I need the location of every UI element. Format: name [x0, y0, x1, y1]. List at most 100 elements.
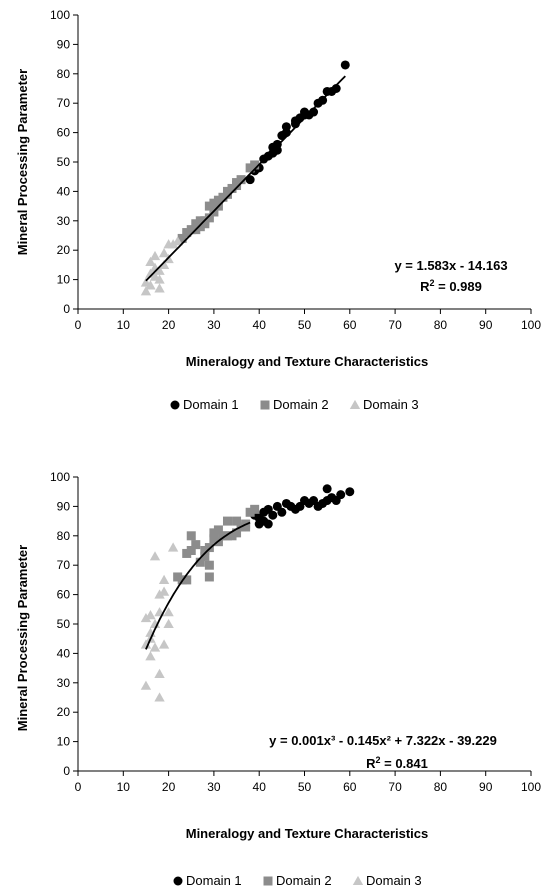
plot-area: 0 10 20 30 40 50 60 70 80 90 100 0 10 20 30 40 50 60 70 80 9…	[50, 8, 541, 332]
data-point	[182, 548, 192, 558]
y-tick-label: 0	[63, 764, 70, 778]
legend-label: Domain 1	[186, 873, 242, 888]
y-tick-label: 50	[57, 155, 71, 169]
y-tick-label: 90	[57, 499, 71, 513]
y-tick-label: 70	[57, 558, 71, 572]
data-point	[195, 557, 205, 567]
series-domain-2	[177, 160, 260, 243]
data-point	[254, 519, 264, 529]
x-tick-label: 90	[479, 780, 493, 794]
y-axis-label: Mineral Processing Parameter	[15, 545, 30, 731]
data-point	[200, 551, 210, 561]
data-point	[191, 540, 201, 550]
x-tick-label: 60	[343, 318, 357, 332]
data-point	[158, 259, 170, 269]
y-tick-label: 100	[50, 8, 70, 22]
y-tick-label: 20	[57, 243, 71, 257]
y-axis-title: Mineral Processing Parameter	[15, 69, 30, 255]
data-point	[209, 528, 219, 538]
data-point	[163, 607, 174, 617]
data-point	[322, 86, 332, 96]
data-point	[154, 589, 165, 599]
x-axis-label: Mineralogy and Texture Characteristics	[186, 826, 429, 841]
data-point	[222, 531, 232, 541]
y-tick-label: 20	[57, 705, 71, 719]
data-point	[245, 507, 255, 517]
data-point	[191, 219, 201, 229]
data-point	[140, 286, 152, 296]
trend-line	[145, 75, 346, 282]
equation-box: y = 1.583x - 14.163 R2 = 0.989	[394, 258, 507, 294]
data-point	[186, 531, 196, 541]
y-tick-label: 100	[50, 470, 70, 484]
data-point	[222, 189, 232, 199]
x-tick-label: 80	[434, 318, 448, 332]
data-point	[204, 560, 214, 570]
x-tick-label: 10	[117, 318, 131, 332]
y-tick-label: 60	[57, 588, 71, 602]
data-point	[281, 498, 291, 508]
r-squared-sup: 2	[430, 278, 435, 288]
series-domain-3	[140, 542, 179, 702]
data-point	[154, 668, 165, 679]
data-point	[345, 487, 355, 497]
y-tick-label: 80	[57, 67, 71, 81]
data-point	[300, 110, 309, 120]
data-point	[154, 283, 165, 293]
data-point	[232, 528, 242, 538]
x-tick-label: 30	[207, 318, 221, 332]
data-point	[186, 225, 196, 235]
legend-marker	[260, 400, 270, 410]
legend-item-domain-3: Domain 3	[349, 397, 419, 412]
x-tick-label: 60	[343, 780, 357, 794]
legend-label: Domain 3	[366, 873, 422, 888]
series-domain-1	[250, 484, 355, 529]
data-point	[167, 239, 179, 249]
data-point	[182, 575, 192, 585]
data-point	[154, 692, 165, 702]
y-tick-label: 40	[57, 646, 71, 660]
legend-marker	[349, 399, 361, 410]
legend-item-domain-2: Domain 2	[260, 397, 329, 412]
data-point	[145, 280, 156, 290]
data-point	[154, 274, 165, 284]
legend-label: Domain 2	[276, 873, 332, 888]
x-tick-label: 40	[253, 780, 267, 794]
data-point	[245, 175, 255, 185]
data-point	[177, 233, 187, 243]
data-point	[195, 222, 205, 232]
data-point	[213, 195, 223, 205]
y-tick-label: 70	[57, 96, 71, 110]
x-tick-label: 20	[162, 318, 176, 332]
x-tick-label: 10	[117, 780, 131, 794]
series-domain-1	[245, 60, 350, 185]
data-point	[204, 543, 214, 553]
x-tick-label: 50	[298, 780, 312, 794]
data-point	[241, 522, 251, 532]
data-point	[200, 219, 210, 229]
data-point	[245, 163, 255, 173]
legend-item-domain-1: Domain 1	[173, 873, 242, 888]
data-point	[250, 160, 260, 170]
trend-line	[145, 521, 251, 650]
data-point	[209, 534, 219, 544]
data-point	[145, 610, 156, 620]
y-tick-label: 50	[57, 617, 71, 631]
data-point	[173, 572, 183, 582]
r-squared: R2 = 0.841	[366, 755, 428, 771]
data-point	[250, 504, 260, 514]
data-point	[154, 265, 165, 275]
data-point	[236, 175, 246, 185]
chart-bottom: Mineral Processing Parameter Mineralogy …	[15, 470, 541, 888]
data-point	[263, 519, 273, 529]
chart-top: Mineral Processing Parameter Mineralogy …	[15, 8, 541, 412]
data-point	[163, 618, 174, 629]
data-point	[227, 183, 237, 193]
data-point	[158, 574, 170, 584]
x-tick-label: 40	[253, 318, 267, 332]
legend-marker	[263, 876, 273, 886]
x-axis-label: Mineralogy and Texture Characteristics	[186, 354, 429, 369]
y-tick-label: 40	[57, 184, 71, 198]
legend-marker	[352, 875, 364, 886]
data-point	[232, 516, 242, 526]
